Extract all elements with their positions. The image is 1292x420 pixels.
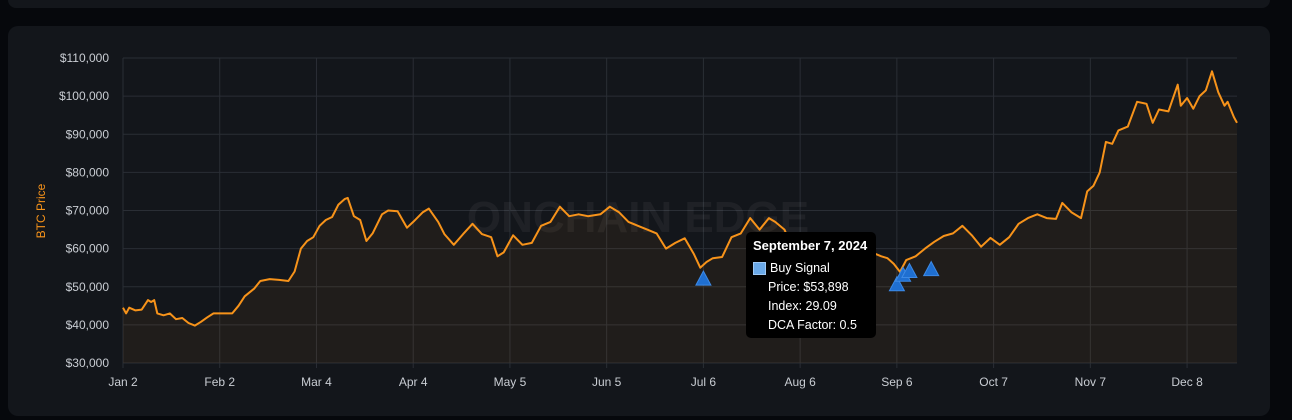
buy-signal-marker[interactable] [695,270,712,286]
x-tick-label: Aug 6 [784,375,816,389]
y-tick-label: $90,000 [66,127,110,141]
top-panel [8,0,1270,8]
x-tick-label: Mar 4 [301,375,332,389]
y-tick-label: $110,000 [60,51,109,65]
tooltip-index: Index: 29.09 [768,299,837,313]
y-tick-label: $100,000 [59,89,109,103]
buy-signal-marker[interactable] [888,275,906,292]
tooltip-swatch [753,261,766,275]
y-tick-label: $50,000 [66,280,110,294]
price-area [123,71,1237,364]
price-line [122,70,1238,327]
tooltip: September 7, 2024 Buy Signal Price: $53,… [746,232,876,338]
x-tick-label: Jun 5 [592,375,622,389]
x-tick-label: Jan 2 [108,375,138,389]
x-tick-label: Feb 2 [204,375,235,389]
buy-signal-marker[interactable] [922,260,940,277]
y-tick-label: $80,000 [66,165,110,179]
x-tick-label: Oct 7 [979,375,1008,389]
y-tick-label: $30,000 [66,356,110,370]
x-tick-label: Sep 6 [881,375,913,389]
y-tick-label: $40,000 [66,318,110,332]
y-tick-label: $60,000 [66,242,110,256]
tooltip-series-label: Buy Signal [770,261,830,275]
tooltip-price: Price: $53,898 [768,280,849,294]
tooltip-series: Buy Signal [753,261,830,275]
buy-signal-marker[interactable] [901,262,918,278]
y-axis-label: BTC Price [34,183,48,238]
y-tick-label: $70,000 [66,204,110,218]
chart-card [8,26,1270,416]
x-tick-label: Dec 8 [1171,375,1203,389]
tooltip-title: September 7, 2024 [753,238,868,253]
x-tick-label: Apr 4 [399,375,428,389]
x-tick-label: Nov 7 [1075,375,1107,389]
tooltip-dca-factor: DCA Factor: 0.5 [768,318,857,332]
x-tick-label: May 5 [494,375,527,389]
x-tick-label: Jul 6 [691,375,717,389]
